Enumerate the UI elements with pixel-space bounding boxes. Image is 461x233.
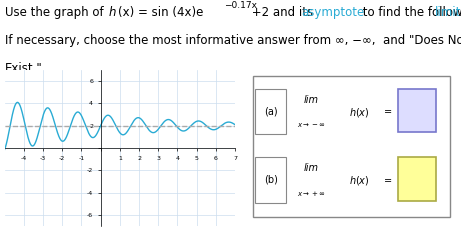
Text: (b): (b) <box>264 175 278 185</box>
Text: $x\to +\infty$: $x\to +\infty$ <box>297 189 325 198</box>
Text: lim: lim <box>304 163 319 173</box>
Text: (x) = sin (4x)e: (x) = sin (4x)e <box>118 6 203 19</box>
Text: If necessary, choose the most informative answer from ∞, −∞,  and "Does Not: If necessary, choose the most informativ… <box>5 34 461 47</box>
Text: asymptote: asymptote <box>301 6 365 19</box>
Text: −0.17x: −0.17x <box>225 1 258 10</box>
Text: limits: limits <box>435 6 461 19</box>
Text: lim: lim <box>304 95 319 105</box>
FancyBboxPatch shape <box>255 157 286 202</box>
Text: Use the graph of: Use the graph of <box>5 6 107 19</box>
Text: =: = <box>384 176 392 186</box>
Text: $h(x)$: $h(x)$ <box>349 174 369 187</box>
FancyBboxPatch shape <box>398 157 436 201</box>
Text: .: . <box>458 6 461 19</box>
Text: to find the following: to find the following <box>359 6 461 19</box>
FancyBboxPatch shape <box>398 89 436 132</box>
Text: =: = <box>384 107 392 117</box>
Text: $x\to -\infty$: $x\to -\infty$ <box>297 120 325 129</box>
FancyBboxPatch shape <box>255 89 286 134</box>
Text: (a): (a) <box>264 106 278 116</box>
Text: h: h <box>108 6 116 19</box>
FancyBboxPatch shape <box>253 76 450 217</box>
Text: $h(x)$: $h(x)$ <box>349 106 369 119</box>
Text: Exist.": Exist." <box>5 62 42 75</box>
Text: +2 and its: +2 and its <box>248 6 317 19</box>
